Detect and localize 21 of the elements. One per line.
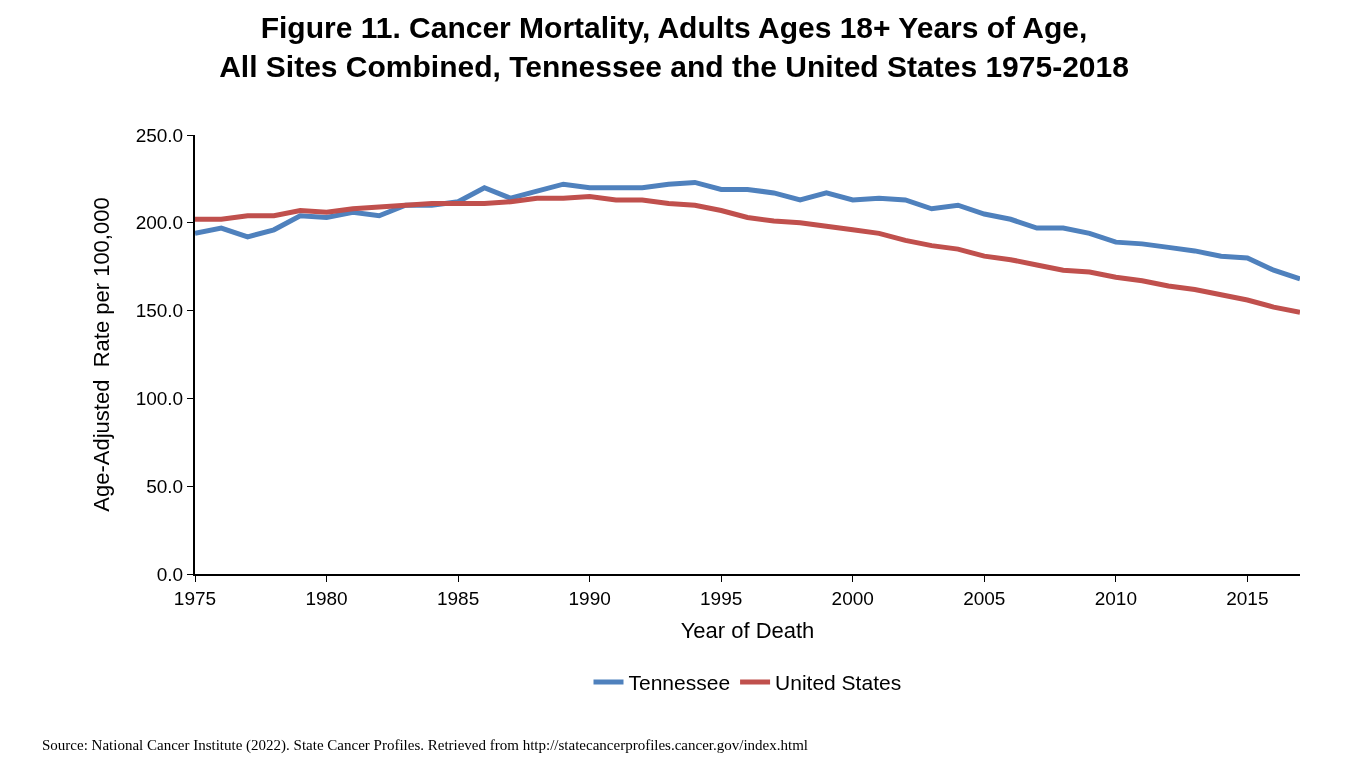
y-tick-label: 0.0	[156, 563, 184, 585]
y-tick-label: 100.0	[135, 388, 184, 410]
y-tick-label: 250.0	[135, 124, 184, 146]
y-tick-label: 150.0	[135, 300, 184, 322]
y-tick-label: 50.0	[146, 475, 184, 497]
chart-title: Figure 11. Cancer Mortality, Adults Ages 18+ Years of Age, All Sites Combined, Tennessee and the United States 1975-2018	[219, 10, 1129, 83]
y-tick-label: 200.0	[135, 212, 184, 234]
x-tick-label: 1995	[700, 587, 743, 609]
source-note: Source: National Cancer Institute (2022). State Cancer Profiles. Retrieved from http://statecancerprofiles.cancer.gov/index.html	[42, 737, 809, 754]
x-tick-label: 1985	[436, 587, 480, 609]
x-tick-label: 1990	[568, 587, 611, 609]
x-tick-label: 2000	[831, 587, 874, 609]
legend-label: Tennessee	[628, 671, 731, 695]
x-tick-label: 1980	[305, 587, 348, 609]
x-tick-label: 2010	[1094, 587, 1137, 609]
x-tick-label: 2005	[963, 587, 1006, 609]
x-tick-label: 2015	[1226, 587, 1269, 609]
x-axis-title: Year of Death	[680, 618, 815, 644]
y-axis-title: Age-Adjusted Rate per 100,000	[88, 197, 114, 512]
x-tick-label: 1975	[173, 587, 217, 609]
legend-label: United States	[775, 671, 902, 695]
